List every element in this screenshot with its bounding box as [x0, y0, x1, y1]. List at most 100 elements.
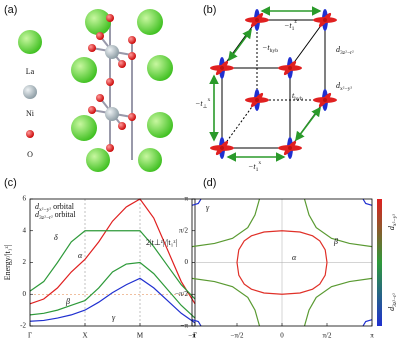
y-tick-label: 4: [23, 226, 27, 234]
pocket-label: γ: [206, 203, 210, 212]
hopping-arrows: [209, 6, 322, 162]
y-tick-label: π: [184, 195, 188, 203]
orbital-label-base: d: [336, 45, 341, 54]
cube: [221, 19, 326, 149]
x-tick-label: M: [137, 332, 144, 340]
hopping-label-base: −t: [248, 162, 256, 171]
hopping-label-base: −t: [284, 21, 292, 30]
legend-entry: d3z²−r² orbital: [35, 210, 76, 221]
orbital-core: [220, 66, 224, 70]
legend-entry-base: d: [35, 210, 40, 219]
x-tick-label: 0: [280, 332, 284, 340]
band-line: [29, 277, 196, 324]
y-tick-label: 0: [23, 290, 27, 298]
hopping-label-base: −t: [195, 99, 203, 108]
x-tick-label: Γ: [28, 332, 32, 340]
orbital-core: [323, 98, 327, 102]
hopping-label: −t1z: [284, 19, 297, 32]
atom-icon: [26, 130, 34, 138]
atom-icon: [23, 85, 37, 99]
x-tick-label: π/2: [323, 332, 332, 340]
orbital-core: [255, 98, 259, 102]
orbital-core: [220, 146, 224, 150]
x-tick-label: X: [82, 332, 87, 340]
panel-label: (d): [203, 177, 216, 189]
fermi-contour: [191, 198, 373, 327]
hopping-label-sup: x: [208, 97, 211, 103]
legend-entry: dx²−y² orbital: [35, 202, 75, 213]
hopping-label-sup: x: [258, 160, 261, 166]
atom-label: O: [27, 150, 33, 159]
band-label: α: [78, 251, 83, 260]
band-label: γ: [112, 313, 116, 322]
atom-label: Ni: [26, 109, 35, 118]
y-tick-label: -2: [20, 322, 26, 330]
pocket-label: α: [292, 253, 297, 262]
orbitals: [210, 9, 337, 159]
legend-entry-base: d: [35, 202, 40, 211]
panel-label: (c): [4, 177, 17, 189]
y-axis-label: Energy/|t₁ᶻ|: [3, 245, 12, 281]
colorbar-label: d3z²−r²: [387, 293, 398, 311]
orbital-core: [255, 18, 259, 22]
annotation: 2|t⊥ᶻ|/|t₁ᶻ|: [146, 238, 177, 247]
orbital-label: dx²−y²: [336, 81, 352, 92]
hopping-label-sup: z: [294, 19, 297, 25]
orbital-core: [323, 18, 327, 22]
band-label: β: [65, 297, 70, 306]
hopping-label-base: −t: [262, 43, 270, 52]
legend-entry-sub: 3z²−r²: [39, 215, 53, 221]
orbital-label-sub: x²−y²: [340, 86, 352, 92]
legend-entry-tail: orbital: [53, 210, 77, 219]
colorbar-label-base: d: [387, 225, 396, 230]
x-tick-label: −π: [188, 332, 196, 340]
hopping-label-sub: hyb: [294, 96, 303, 102]
panel-label: (a): [4, 4, 17, 16]
hopping-label-sub: hyb: [270, 48, 279, 54]
fermi-contour: [191, 198, 373, 327]
plot-frame: [191, 198, 373, 327]
orbital-label-base: d: [336, 81, 341, 90]
panel-label: (b): [203, 4, 216, 16]
orbital-label: d3z²−r²: [336, 45, 354, 56]
hopping-label: −t⊥x: [195, 97, 211, 110]
hopping-label-sub: 1: [292, 26, 295, 32]
orbital-core: [288, 146, 292, 150]
colorbar: [377, 199, 382, 326]
panel-a: (a) La Ni O: [4, 4, 173, 172]
hopping-label: −thyb: [262, 43, 278, 54]
x-tick-label: −π/2: [231, 332, 244, 340]
y-tick-label: −π: [181, 322, 189, 330]
colorbar-label-sub: x²−y²: [392, 214, 398, 226]
band-line: [29, 198, 196, 305]
colorbar-label-base: d: [387, 306, 396, 311]
hopping-label-sub: ⊥: [203, 103, 208, 110]
crystal-structure: [91, 20, 133, 160]
orbital-core: [288, 66, 292, 70]
panel-b: (b): [203, 4, 337, 162]
band-line: [29, 230, 196, 300]
hopping-label-base: t: [292, 91, 295, 100]
y-tick-label: 0: [185, 258, 189, 266]
colorbar-label: dx²−y²: [387, 214, 398, 230]
x-tick-label: π: [370, 332, 374, 340]
x-tick-label: Γ: [193, 332, 197, 340]
legend-entry-sub: x²−y²: [39, 207, 51, 213]
band-line: [29, 261, 196, 319]
y-tick-label: −π/2: [175, 290, 188, 298]
colorbar-label-sub: 3z²−r²: [392, 293, 398, 307]
y-tick-label: π/2: [179, 226, 188, 234]
hopping-label: thyb: [292, 91, 303, 102]
hopping-label: −t1x: [248, 160, 261, 173]
ni-atoms: [105, 45, 119, 121]
band-label: δ: [54, 233, 58, 242]
fermi-contour: [236, 230, 328, 295]
orbital-label-sub: 3z²−r²: [340, 50, 354, 56]
la-atoms: [71, 9, 173, 172]
atom-label: La: [26, 67, 35, 76]
hopping-label-sub: 1: [256, 167, 259, 173]
o-atoms: [88, 14, 136, 152]
y-tick-label: 2: [23, 258, 27, 266]
y-tick-label: 6: [23, 195, 27, 203]
